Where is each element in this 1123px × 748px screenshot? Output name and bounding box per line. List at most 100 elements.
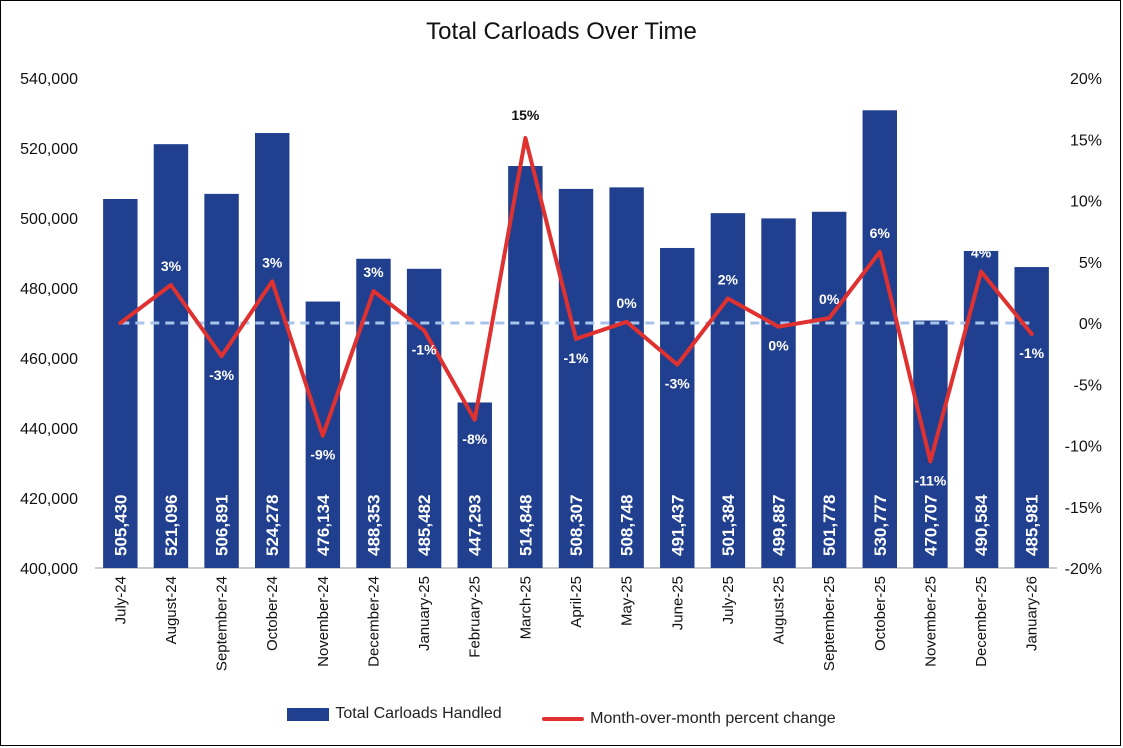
pct-change-label: 0% — [768, 338, 789, 354]
y-right-tick-label: 10% — [1070, 194, 1102, 211]
x-tick-label: January-25 — [416, 576, 433, 651]
x-tick-label: December-25 — [973, 576, 990, 667]
legend-label-carloads: Total Carloads Handled — [335, 705, 502, 722]
bar — [710, 213, 746, 568]
x-tick-label: November-25 — [922, 576, 939, 667]
pct-change-label: -3% — [209, 367, 234, 383]
bar-value-label: 470,707 — [921, 495, 940, 556]
x-tick-label: November-24 — [315, 576, 332, 667]
legend-item-carloads: Total Carloads Handled — [287, 705, 502, 723]
legend-item-pct-change: Month-over-month percent change — [542, 709, 836, 728]
y-left-tick-label: 500,000 — [20, 211, 78, 228]
bar — [254, 133, 290, 569]
bar — [609, 187, 644, 568]
pct-change-label: 3% — [363, 264, 384, 280]
pct-change-label: 0% — [617, 295, 638, 311]
x-tick-label: October-24 — [264, 576, 281, 651]
bar-value-label: 499,887 — [770, 495, 789, 556]
chart-title: Total Carloads Over Time — [426, 18, 697, 45]
bar-value-label: 485,981 — [1023, 495, 1042, 556]
y-right-tick-label: -20% — [1065, 561, 1102, 578]
bar-value-label: 476,134 — [314, 494, 333, 556]
pct-change-label: -1% — [1019, 345, 1044, 361]
pct-change-line — [118, 136, 1034, 464]
pct-change-label: -1% — [564, 350, 589, 366]
bar — [811, 211, 847, 569]
bar-value-label: 488,353 — [364, 495, 383, 556]
y-right-tick-label: -15% — [1065, 500, 1102, 517]
x-tick-label: June-25 — [669, 576, 686, 630]
legend-label-pct-change: Month-over-month percent change — [590, 709, 836, 727]
y-left-tick-label: 520,000 — [20, 141, 78, 158]
x-tick-label: December-24 — [365, 576, 382, 667]
x-tick-label: September-24 — [214, 576, 231, 671]
bar — [103, 198, 138, 568]
bar-value-label: 508,307 — [567, 495, 586, 556]
bar-value-label: 490,584 — [972, 494, 991, 556]
pct-change-label: -11% — [914, 472, 946, 488]
pct-change-label: -1% — [412, 341, 437, 357]
bar-value-label: 501,384 — [719, 494, 738, 556]
bar — [356, 258, 391, 568]
bar — [558, 188, 594, 568]
bar-value-label: 447,293 — [466, 495, 485, 556]
bar — [913, 320, 948, 568]
pct-change-label: 4% — [971, 245, 992, 261]
y-left-tick-label: 440,000 — [20, 421, 78, 438]
bar — [660, 247, 695, 568]
x-tick-label: September-25 — [821, 576, 838, 671]
x-tick-label: August-24 — [163, 576, 180, 644]
bar-value-label: 524,278 — [263, 495, 282, 556]
y-right-tick-label: 0% — [1079, 316, 1102, 333]
x-tick-label: January-26 — [1024, 576, 1041, 651]
y-left-tick-label: 420,000 — [20, 491, 78, 508]
pct-change-label: 0% — [819, 291, 840, 307]
y-right-tick-label: -10% — [1065, 439, 1102, 456]
y-right-tick-label: 20% — [1070, 71, 1102, 88]
x-tick-label: July-25 — [720, 576, 737, 624]
bar — [963, 250, 999, 568]
x-tick-label: May-25 — [619, 576, 636, 626]
x-tick-label: August-25 — [771, 576, 788, 644]
pct-change-label: 6% — [870, 225, 891, 241]
bar-value-label: 491,437 — [668, 495, 687, 556]
bar — [406, 268, 442, 568]
bar — [153, 144, 189, 568]
x-tick-label: July-24 — [112, 576, 129, 624]
y-right-tick-label: 5% — [1079, 255, 1102, 272]
pct-change-label: 2% — [718, 272, 739, 288]
y-left-tick-label: 400,000 — [20, 561, 78, 578]
bar-value-label: 521,096 — [162, 495, 181, 556]
pct-change-label: -9% — [310, 447, 335, 463]
bar-value-label: 530,777 — [871, 495, 890, 556]
y-left-tick-label: 460,000 — [20, 351, 78, 368]
x-tick-label: October-25 — [872, 576, 889, 651]
x-tick-label: April-25 — [568, 576, 585, 628]
bar-value-label: 508,748 — [618, 495, 637, 556]
pct-change-label: -3% — [665, 376, 690, 392]
pct-change-label: 15% — [511, 107, 540, 123]
legend: Total Carloads Handled Month-over-month … — [0, 705, 1123, 728]
y-left-tick-label: 480,000 — [20, 281, 78, 298]
legend-swatch-bar — [287, 707, 330, 721]
bar — [457, 402, 492, 568]
y-left-tick-label: 540,000 — [20, 71, 78, 88]
bar-value-label: 514,848 — [516, 495, 535, 556]
bar — [862, 110, 898, 568]
x-tick-label: March-25 — [517, 576, 534, 639]
legend-swatch-line — [542, 716, 585, 721]
bar-value-label: 505,430 — [111, 495, 130, 556]
y-right-tick-label: 15% — [1070, 132, 1102, 149]
bar — [508, 166, 543, 569]
bar — [204, 193, 239, 568]
bar-value-label: 485,482 — [415, 495, 434, 556]
bar-value-label: 506,891 — [213, 495, 232, 556]
bar-value-label: 501,778 — [820, 495, 839, 556]
pct-change-label: -8% — [462, 431, 487, 447]
y-right-tick-label: -5% — [1074, 377, 1102, 394]
bar — [761, 218, 796, 568]
x-tick-label: February-25 — [467, 576, 484, 658]
pct-change-label: 3% — [161, 258, 182, 274]
pct-change-label: 3% — [262, 254, 283, 270]
